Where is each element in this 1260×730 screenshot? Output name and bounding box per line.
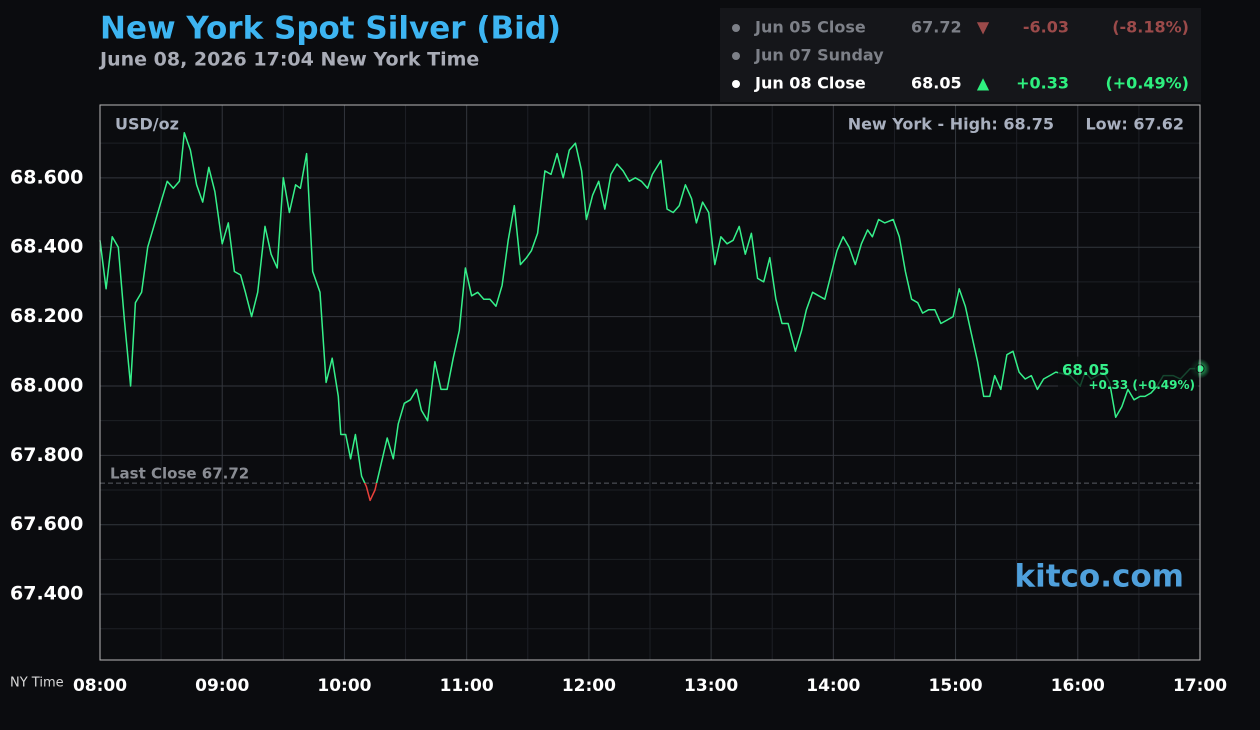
x-tick-label: 17:00 [1173,676,1227,696]
x-tick-label: 10:00 [317,676,371,696]
x-tick-label: 15:00 [928,676,982,696]
last-label-bg [1058,356,1198,387]
chart-subtitle: June 08, 2026 17:04 New York Time [98,49,479,71]
last-change-label: +0.33 (+0.49%) [1089,378,1196,392]
y-tick-label: 67.400 [10,583,83,605]
x-tick-label: 12:00 [562,676,616,696]
x-tick-label: 08:00 [73,676,127,696]
quote-arrow: ▲ [977,74,990,93]
quote-change: +0.33 [1016,74,1069,93]
quote-change: -6.03 [1023,18,1069,37]
quote-arrow: ▼ [977,18,990,37]
quote-label: Jun 05 Close [754,18,866,37]
x-tick-label: 13:00 [684,676,738,696]
quote-label: Jun 08 Close [754,74,866,93]
quote-change-pct: (-8.18%) [1112,18,1189,37]
plot-border [99,104,1201,661]
x-tick-label: 09:00 [195,676,249,696]
row-bullet [732,80,740,88]
watermark: kitco.com [1015,559,1185,595]
x-tick-label: 16:00 [1051,676,1105,696]
row-bullet [732,24,740,32]
x-axis-title: NY Time [10,676,64,691]
y-tick-label: 68.600 [10,166,83,188]
row-bullet [732,52,740,60]
quote-table-bg [720,8,1201,102]
quote-price: 68.05 [911,74,962,93]
chart-title: New York Spot Silver (Bid) [100,11,561,47]
y-tick-label: 67.800 [10,444,83,466]
y-tick-label: 68.400 [10,236,83,258]
x-tick-label: 14:00 [806,676,860,696]
last-value-label: 68.05 [1062,361,1109,379]
y-tick-label: 67.600 [10,513,83,535]
unit-label: USD/oz [115,115,179,134]
reference-label: Last Close 67.72 [110,465,249,483]
high-label: New York - High: 68.75 [848,115,1054,134]
price-line [99,131,1200,502]
y-tick-label: 68.000 [10,374,83,396]
x-tick-label: 11:00 [440,676,494,696]
quote-label: Jun 07 Sunday [754,46,884,65]
quote-price: 67.72 [911,18,962,37]
quote-change-pct: (+0.49%) [1105,74,1189,93]
quote-table: Jun 05 Close 67.72 ▼ -6.03 (-8.18%) Jun … [720,8,1201,102]
low-label: Low: 67.62 [1085,115,1184,134]
grid [99,105,1201,660]
y-tick-label: 68.200 [10,305,83,327]
marks [99,131,1210,502]
